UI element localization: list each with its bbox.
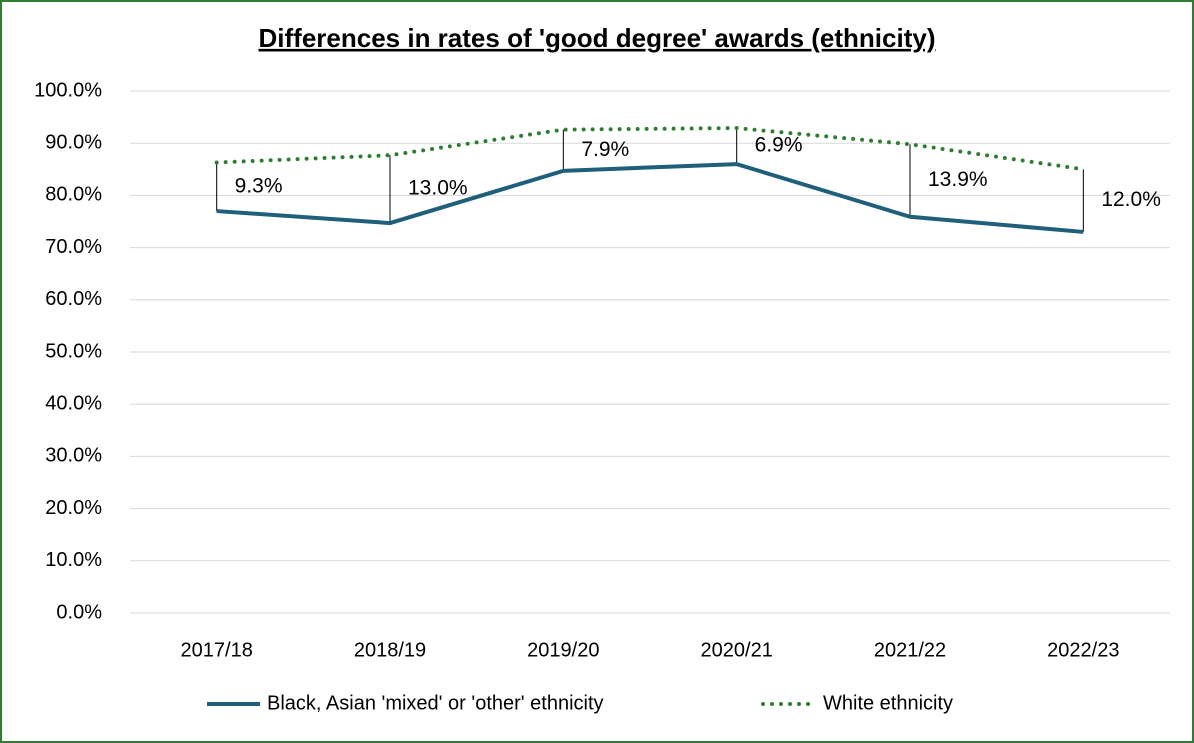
- y-tick-label: 50.0%: [45, 340, 102, 362]
- x-tick-label: 2021/22: [874, 639, 946, 661]
- y-tick-label: 70.0%: [45, 236, 102, 258]
- y-tick-label: 0.0%: [56, 601, 102, 623]
- y-tick-label: 60.0%: [45, 288, 102, 310]
- y-tick-label: 30.0%: [45, 445, 102, 467]
- x-tick-label: 2019/20: [527, 639, 599, 661]
- legend-label: White ethnicity: [823, 692, 953, 714]
- difference-label: 6.9%: [755, 134, 803, 157]
- x-tick-label: 2018/19: [354, 639, 426, 661]
- x-tick-label: 2020/21: [701, 639, 773, 661]
- difference-label: 7.9%: [581, 138, 629, 161]
- difference-label: 12.0%: [1101, 188, 1161, 211]
- y-tick-label: 90.0%: [45, 131, 102, 153]
- y-tick-label: 40.0%: [45, 392, 102, 414]
- x-tick-label: 2022/23: [1047, 639, 1119, 661]
- chart-title: Differences in rates of 'good degree' aw…: [259, 23, 936, 53]
- difference-label: 13.9%: [928, 168, 988, 191]
- difference-label: 9.3%: [235, 174, 283, 197]
- series-line: [214, 126, 1086, 172]
- series-line: [216, 162, 1084, 234]
- difference-label: 13.0%: [408, 177, 468, 200]
- y-tick-label: 100.0%: [34, 79, 102, 101]
- y-tick-label: 20.0%: [45, 497, 102, 519]
- x-tick-label: 2017/18: [181, 639, 253, 661]
- legend-label: Black, Asian 'mixed' or 'other' ethnicit…: [267, 692, 604, 714]
- y-tick-label: 80.0%: [45, 184, 102, 206]
- y-tick-label: 10.0%: [45, 549, 102, 571]
